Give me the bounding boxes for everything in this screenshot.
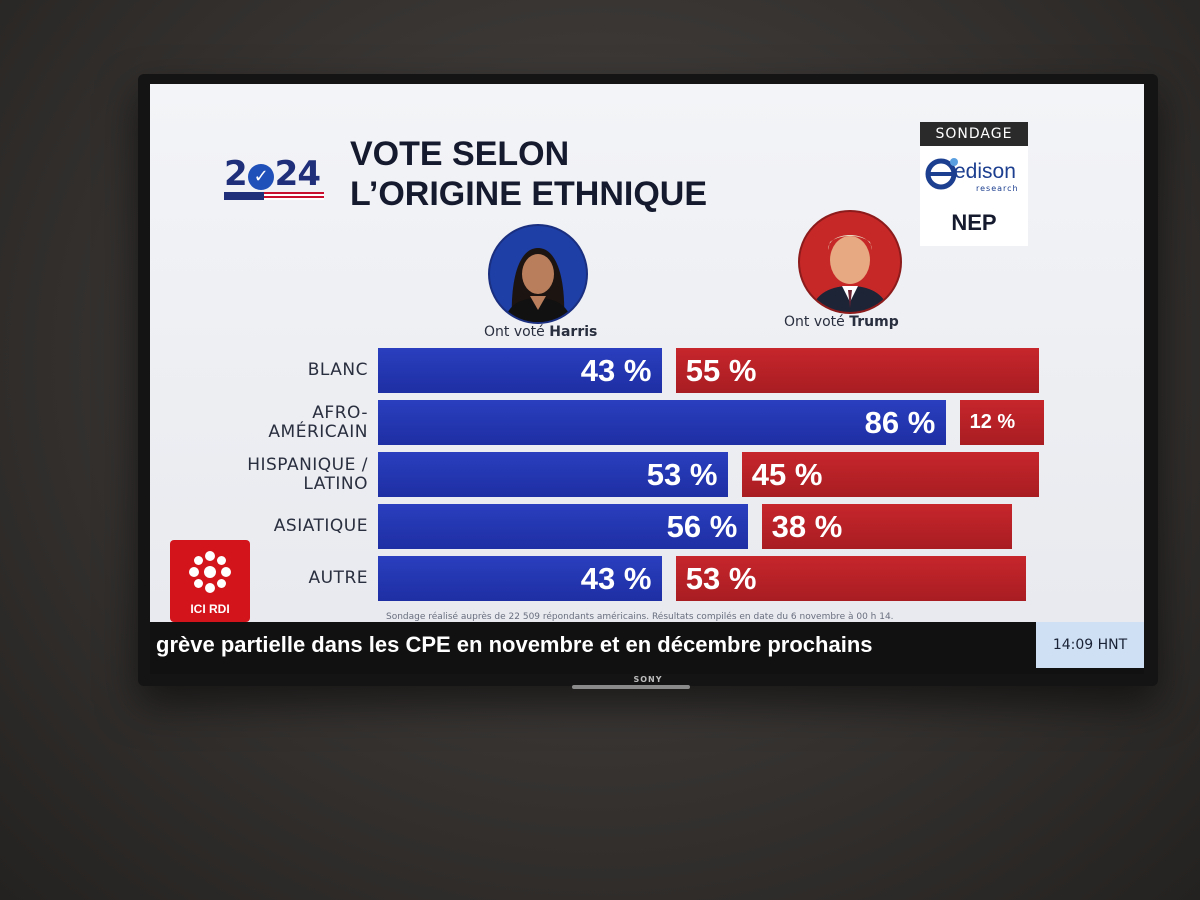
bar-label-trump: 53 % (685, 561, 757, 596)
bar-label-harris: 43 % (580, 561, 652, 596)
bar-harris (378, 348, 662, 393)
title-line-1: VOTE SELON (350, 135, 570, 173)
bar-label-trump: 45 % (751, 457, 823, 492)
category-label: AUTRE (308, 568, 368, 588)
bar-trump (959, 400, 1044, 445)
checkmark-icon: ✓ (247, 164, 274, 190)
election-2024-logo: 2 ✓ 24 (224, 154, 321, 194)
harris-name: Harris (549, 324, 598, 340)
tv-stand (572, 685, 690, 689)
news-ticker: grève partielle dans les CPE en novembre… (150, 622, 1144, 674)
bar-label-harris: 43 % (580, 353, 652, 388)
edison-logo-icon (925, 158, 958, 190)
page-title: VOTE SELON L’ORIGINE ETHNIQUE (350, 134, 707, 214)
clock: 14:09 HNT (1036, 622, 1144, 668)
bar-trump (675, 556, 1026, 601)
bar-label-trump: 12 % (969, 411, 1016, 433)
logo-year-right: 24 (274, 154, 321, 194)
nep-label: NEP (951, 210, 997, 235)
logo-year-left: 2 (224, 154, 248, 194)
trump-label: Ont voté Trump (784, 314, 899, 330)
bar-harris (378, 400, 946, 445)
bar-label-harris: 53 % (646, 457, 718, 492)
network-name: ICI RDI (190, 602, 230, 616)
ticker-text: grève partielle dans les CPE en novembre… (156, 632, 873, 657)
bar-trump (741, 452, 1039, 497)
harris-label-prefix: Ont voté (484, 324, 545, 340)
edison-brand: edison (954, 160, 1016, 183)
source-badge: SONDAGE edison research NEP (920, 122, 1028, 246)
trump-portrait (798, 210, 902, 314)
bar-label-harris: 56 % (666, 509, 738, 544)
category-label: AFRO- AMÉRICAIN (268, 402, 368, 442)
tv-screen: 2 ✓ 24 VOTE SELON L’ORIGINE ETHNIQUE SONDA… (150, 84, 1144, 674)
flag-stripes (224, 192, 324, 200)
trump-name: Trump (849, 314, 899, 330)
category-label: ASIATIQUE (273, 516, 368, 536)
harris-label: Ont voté Harris (484, 324, 597, 340)
bar-label-trump: 38 % (771, 509, 843, 544)
category-label: HISPANIQUE / LATINO (247, 454, 368, 494)
bar-label-trump: 55 % (685, 353, 757, 388)
harris-portrait (488, 224, 588, 324)
network-logo: ICI RDI (170, 540, 250, 622)
source-label: SONDAGE (920, 122, 1028, 146)
bar-trump (761, 504, 1013, 549)
title-line-2: L’ORIGINE ETHNIQUE (350, 175, 708, 213)
category-label: BLANC (307, 360, 368, 380)
bar-label-harris: 86 % (864, 405, 936, 440)
trump-portrait-icon (810, 235, 890, 312)
bar-harris (378, 452, 728, 497)
television: 2 ✓ 24 VOTE SELON L’ORIGINE ETHNIQUE SONDA… (138, 74, 1158, 686)
edison-subtitle: research (976, 184, 1019, 193)
vote-by-ethnicity-chart: BLANC 43 % 55 % AFRO- AMÉRICAIN 86 % 12 % HISPA… (150, 84, 1144, 674)
bar-harris (378, 556, 662, 601)
footnote: Sondage réalisé auprès de 22 509 réponda… (386, 612, 894, 622)
bar-trump (675, 348, 1039, 393)
bar-harris (378, 504, 748, 549)
cbc-gem-icon (189, 551, 231, 593)
tv-brand-label: SONY (633, 675, 663, 684)
harris-portrait-icon (504, 248, 572, 322)
trump-label-prefix: Ont voté (784, 314, 845, 330)
